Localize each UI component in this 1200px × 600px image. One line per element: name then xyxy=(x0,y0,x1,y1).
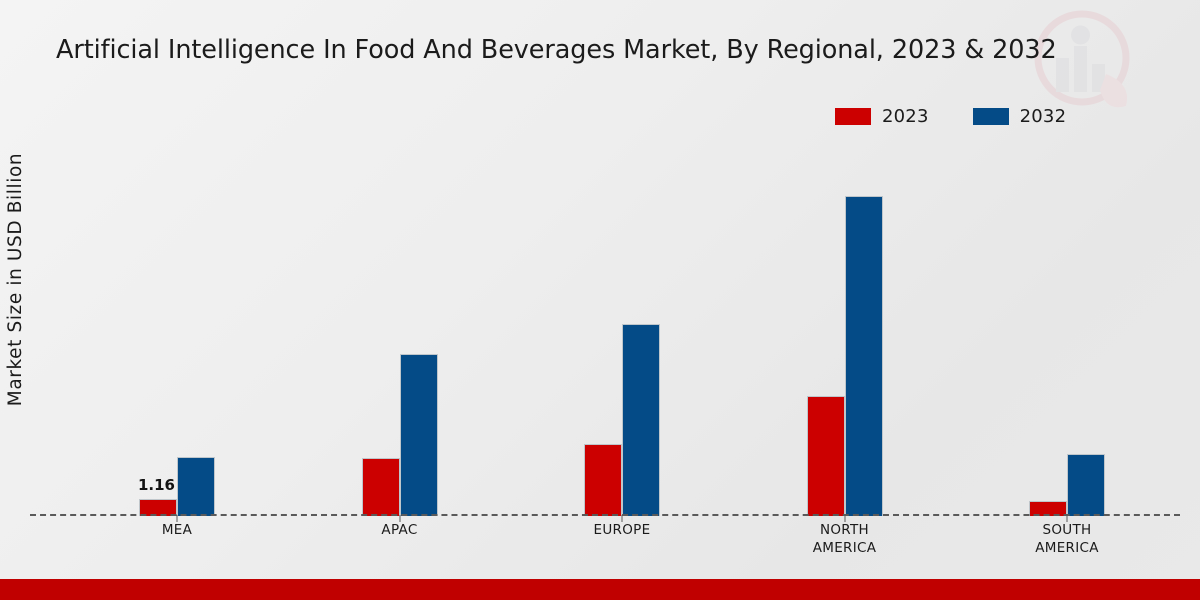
x-axis-tick xyxy=(1066,515,1068,522)
x-axis-label-line: APAC xyxy=(381,522,418,538)
plot-area: 1.16 MEA APAC EUROPE NORTH AMERICA SOUTH AMERIC… xyxy=(30,140,1180,556)
x-axis-label-line: AMERICA xyxy=(1035,539,1099,556)
legend-swatch-2023 xyxy=(835,108,871,125)
x-axis-label-line: SOUTH xyxy=(1042,522,1092,538)
bar-group: EUROPE xyxy=(527,140,717,538)
bar-pair xyxy=(806,196,883,516)
bar-group: NORTH AMERICA xyxy=(750,140,940,556)
bar-value-label: 1.16 xyxy=(137,476,175,495)
x-axis-label-line: MEA xyxy=(161,522,193,538)
x-axis-label-line: EUROPE xyxy=(593,522,651,538)
legend-label-2023: 2023 xyxy=(882,106,929,127)
x-axis-tick xyxy=(621,515,623,522)
bar-2023-north-america[interactable] xyxy=(806,396,845,516)
bar-pair xyxy=(584,323,660,516)
legend-item-2023[interactable]: 2023 xyxy=(835,106,929,127)
legend-item-2032[interactable]: 2032 xyxy=(972,106,1067,127)
bar-groups: 1.16 MEA APAC EUROPE NORTH AMERICA SOUTH AMERIC… xyxy=(82,140,1162,556)
bar-group: SOUTH AMERICA xyxy=(972,140,1162,556)
bar-2023-mea[interactable] xyxy=(139,499,177,516)
x-axis-label-south-america: SOUTH AMERICA xyxy=(972,522,1162,558)
x-axis-label-line: AMERICA xyxy=(812,539,877,556)
bar-2023-europe[interactable] xyxy=(584,444,622,516)
footer-accent-bar xyxy=(0,579,1200,600)
bar-pair xyxy=(139,456,215,516)
x-axis-baseline xyxy=(30,514,1180,516)
x-axis-label-apac: APAC xyxy=(305,522,495,540)
bar-2032-mea[interactable] xyxy=(177,456,215,516)
x-axis-tick xyxy=(844,515,845,522)
x-axis-label-mea: MEA xyxy=(82,522,272,540)
legend-swatch-2032 xyxy=(972,108,1009,125)
x-axis-label-europe: EUROPE xyxy=(527,522,717,540)
bar-2032-europe[interactable] xyxy=(622,323,660,516)
bar-2023-south-america[interactable] xyxy=(1029,500,1067,516)
bar-2032-apac[interactable] xyxy=(399,354,438,516)
legend-label-2032: 2032 xyxy=(1019,106,1067,127)
x-axis-label-line: NORTH xyxy=(819,522,870,538)
x-axis-tick xyxy=(399,515,400,522)
chart-legend: 2023 2032 xyxy=(835,106,1066,127)
y-axis-title-text: Market Size in USD Billion xyxy=(5,152,27,406)
page-title: Artificial Intelligence In Food And Beve… xyxy=(56,35,1057,65)
bar-pair xyxy=(1029,453,1105,516)
x-axis-label-north-america: NORTH AMERICA xyxy=(750,522,940,558)
bar-pair xyxy=(361,354,438,516)
x-axis-tick xyxy=(176,515,178,522)
bar-2023-apac[interactable] xyxy=(361,458,400,516)
bar-group: 1.16 MEA xyxy=(82,140,272,538)
bar-2032-north-america[interactable] xyxy=(844,196,883,516)
bar-group: APAC xyxy=(305,140,495,538)
bar-2032-south-america[interactable] xyxy=(1067,453,1105,516)
